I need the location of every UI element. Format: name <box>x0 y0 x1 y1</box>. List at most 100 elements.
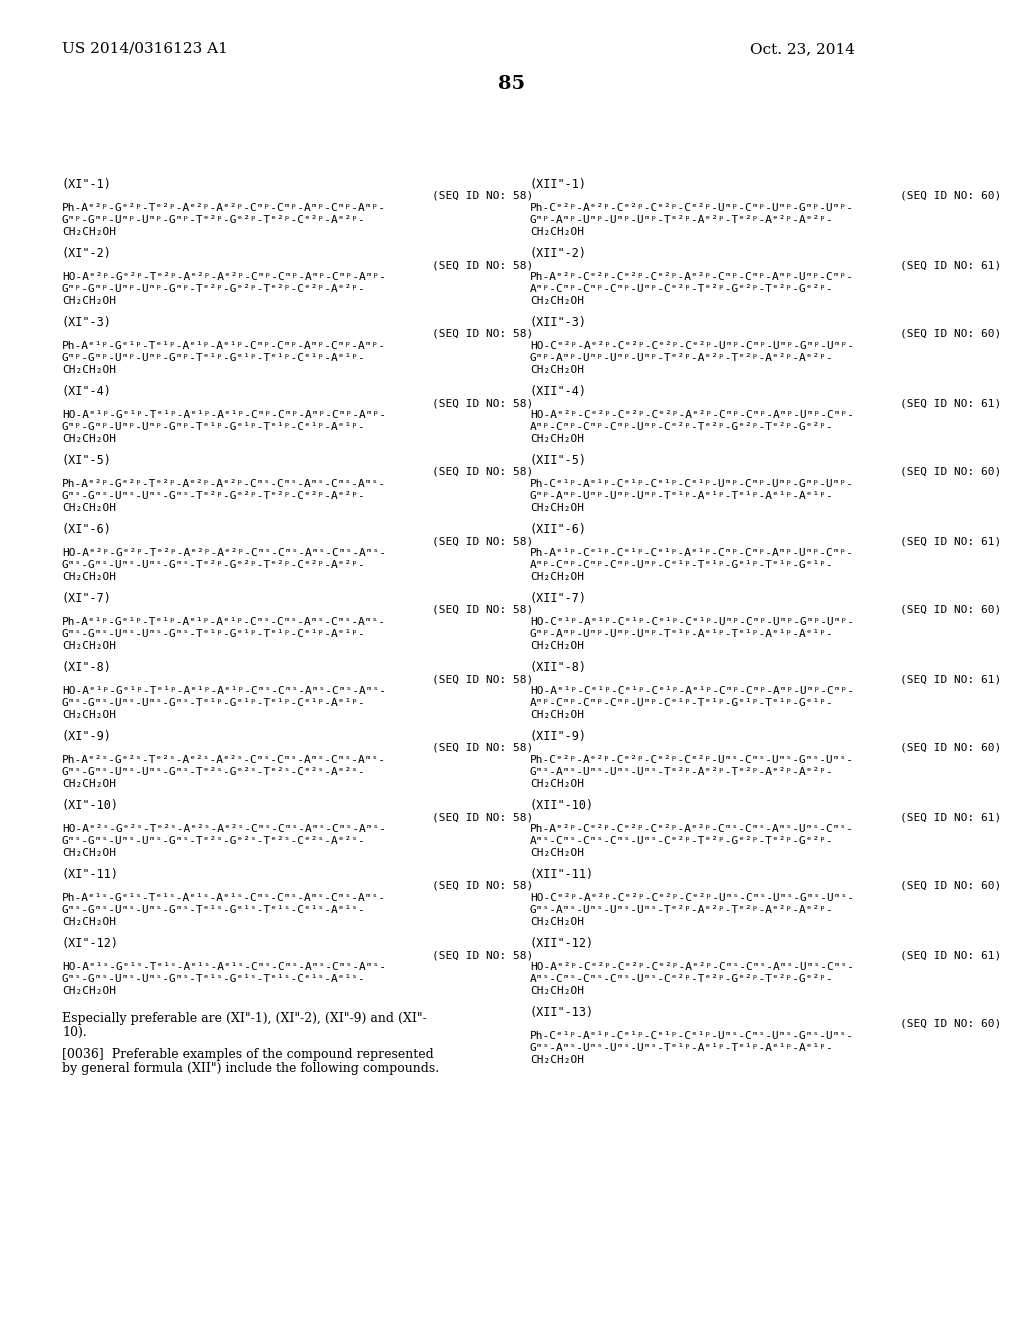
Text: Aᵐᵖ-Cᵐᵖ-Cᵐᵖ-Cᵐᵖ-Uᵐᵖ-Cᵉ²ᵖ-Tᵉ²ᵖ-Gᵉ²ᵖ-Tᵉ²ᵖ-Gᵉ²ᵖ-: Aᵐᵖ-Cᵐᵖ-Cᵐᵖ-Cᵐᵖ-Uᵐᵖ-Cᵉ²ᵖ-Tᵉ²ᵖ-Gᵉ²ᵖ-Tᵉ²ᵖ-… <box>530 284 834 294</box>
Text: Ph-Aᵉ¹ᵖ-Gᵉ¹ᵖ-Tᵉ¹ᵖ-Aᵉ¹ᵖ-Aᵉ¹ᵖ-Cᵐᵖ-Cᵐᵖ-Aᵐᵖ-Cᵐᵖ-Aᵐᵖ-: Ph-Aᵉ¹ᵖ-Gᵉ¹ᵖ-Tᵉ¹ᵖ-Aᵉ¹ᵖ-Aᵉ¹ᵖ-Cᵐᵖ-Cᵐᵖ-Aᵐᵖ-… <box>62 341 386 351</box>
Text: Ph-Cᵉ¹ᵖ-Aᵉ¹ᵖ-Cᵉ¹ᵖ-Cᵉ¹ᵖ-Cᵉ¹ᵖ-Uᵐᵖ-Cᵐᵖ-Uᵐᵖ-Gᵐᵖ-Uᵐᵖ-: Ph-Cᵉ¹ᵖ-Aᵉ¹ᵖ-Cᵉ¹ᵖ-Cᵉ¹ᵖ-Cᵉ¹ᵖ-Uᵐᵖ-Cᵐᵖ-Uᵐᵖ-… <box>530 479 854 488</box>
Text: (SEQ ID NO: 61): (SEQ ID NO: 61) <box>900 812 1001 822</box>
Text: (SEQ ID NO: 58): (SEQ ID NO: 58) <box>432 329 534 339</box>
Text: (XI"-2): (XI"-2) <box>62 247 112 260</box>
Text: CH₂CH₂OH: CH₂CH₂OH <box>62 642 116 651</box>
Text: (XI"-1): (XI"-1) <box>62 178 112 191</box>
Text: CH₂CH₂OH: CH₂CH₂OH <box>62 227 116 238</box>
Text: (SEQ ID NO: 60): (SEQ ID NO: 60) <box>900 880 1001 891</box>
Text: HO-Aᵉ¹ˢ-Gᵉ¹ˢ-Tᵉ¹ˢ-Aᵉ¹ˢ-Aᵉ¹ˢ-Cᵐˢ-Cᵐˢ-Aᵐˢ-Cᵐˢ-Aᵐˢ-: HO-Aᵉ¹ˢ-Gᵉ¹ˢ-Tᵉ¹ˢ-Aᵉ¹ˢ-Aᵉ¹ˢ-Cᵐˢ-Cᵐˢ-Aᵐˢ-… <box>62 962 386 972</box>
Text: (XI"-12): (XI"-12) <box>62 937 119 950</box>
Text: Ph-Cᵉ²ᵖ-Aᵉ²ᵖ-Cᵉ²ᵖ-Cᵉ²ᵖ-Cᵉ²ᵖ-Uᵐᵖ-Cᵐᵖ-Uᵐᵖ-Gᵐᵖ-Uᵐᵖ-: Ph-Cᵉ²ᵖ-Aᵉ²ᵖ-Cᵉ²ᵖ-Cᵉ²ᵖ-Cᵉ²ᵖ-Uᵐᵖ-Cᵐᵖ-Uᵐᵖ-… <box>530 203 854 213</box>
Text: US 2014/0316123 A1: US 2014/0316123 A1 <box>62 42 228 55</box>
Text: Ph-Aᵉ²ᵖ-Cᵉ²ᵖ-Cᵉ²ᵖ-Cᵉ²ᵖ-Aᵉ²ᵖ-Cᵐˢ-Cᵐˢ-Aᵐˢ-Uᵐˢ-Cᵐˢ-: Ph-Aᵉ²ᵖ-Cᵉ²ᵖ-Cᵉ²ᵖ-Cᵉ²ᵖ-Aᵉ²ᵖ-Cᵐˢ-Cᵐˢ-Aᵐˢ-… <box>530 824 854 834</box>
Text: CH₂CH₂OH: CH₂CH₂OH <box>530 1055 584 1065</box>
Text: [0036]  Preferable examples of the compound represented: [0036] Preferable examples of the compou… <box>62 1048 434 1061</box>
Text: (XI"-11): (XI"-11) <box>62 869 119 880</box>
Text: (SEQ ID NO: 58): (SEQ ID NO: 58) <box>432 675 534 684</box>
Text: HO-Cᵉ²ᵖ-Aᵉ²ᵖ-Cᵉ²ᵖ-Cᵉ²ᵖ-Cᵉ²ᵖ-Uᵐˢ-Cᵐˢ-Uᵐˢ-Gᵐˢ-Uᵐˢ-: HO-Cᵉ²ᵖ-Aᵉ²ᵖ-Cᵉ²ᵖ-Cᵉ²ᵖ-Cᵉ²ᵖ-Uᵐˢ-Cᵐˢ-Uᵐˢ-… <box>530 894 854 903</box>
Text: HO-Aᵉ²ᵖ-Gᵉ²ᵖ-Tᵉ²ᵖ-Aᵉ²ᵖ-Aᵉ²ᵖ-Cᵐᵖ-Cᵐᵖ-Aᵐᵖ-Cᵐᵖ-Aᵐᵖ-: HO-Aᵉ²ᵖ-Gᵉ²ᵖ-Tᵉ²ᵖ-Aᵉ²ᵖ-Aᵉ²ᵖ-Cᵐᵖ-Cᵐᵖ-Aᵐᵖ-… <box>62 272 386 282</box>
Text: CH₂CH₂OH: CH₂CH₂OH <box>62 917 116 927</box>
Text: (SEQ ID NO: 58): (SEQ ID NO: 58) <box>432 950 534 960</box>
Text: (XI"-5): (XI"-5) <box>62 454 112 467</box>
Text: CH₂CH₂OH: CH₂CH₂OH <box>530 779 584 789</box>
Text: CH₂CH₂OH: CH₂CH₂OH <box>530 434 584 444</box>
Text: CH₂CH₂OH: CH₂CH₂OH <box>530 366 584 375</box>
Text: Ph-Cᵉ¹ᵖ-Aᵉ¹ᵖ-Cᵉ¹ᵖ-Cᵉ¹ᵖ-Cᵉ¹ᵖ-Uᵐˢ-Cᵐˢ-Uᵐˢ-Gᵐˢ-Uᵐˢ-: Ph-Cᵉ¹ᵖ-Aᵉ¹ᵖ-Cᵉ¹ᵖ-Cᵉ¹ᵖ-Cᵉ¹ᵖ-Uᵐˢ-Cᵐˢ-Uᵐˢ-… <box>530 1031 854 1041</box>
Text: Gᵐᵖ-Gᵐᵖ-Uᵐᵖ-Uᵐᵖ-Gᵐᵖ-Tᵉ¹ᵖ-Gᵉ¹ᵖ-Tᵉ¹ᵖ-Cᵉ¹ᵖ-Aᵉ¹ᵖ-: Gᵐᵖ-Gᵐᵖ-Uᵐᵖ-Uᵐᵖ-Gᵐᵖ-Tᵉ¹ᵖ-Gᵉ¹ᵖ-Tᵉ¹ᵖ-Cᵉ¹ᵖ-… <box>62 422 366 432</box>
Text: CH₂CH₂OH: CH₂CH₂OH <box>530 572 584 582</box>
Text: Gᵐᵖ-Aᵐᵖ-Uᵐᵖ-Uᵐᵖ-Uᵐᵖ-Tᵉ²ᵖ-Aᵉ²ᵖ-Tᵉ²ᵖ-Aᵉ²ᵖ-Aᵉ²ᵖ-: Gᵐᵖ-Aᵐᵖ-Uᵐᵖ-Uᵐᵖ-Uᵐᵖ-Tᵉ²ᵖ-Aᵉ²ᵖ-Tᵉ²ᵖ-Aᵉ²ᵖ-… <box>530 352 834 363</box>
Text: CH₂CH₂OH: CH₂CH₂OH <box>530 917 584 927</box>
Text: (XII"-11): (XII"-11) <box>530 869 594 880</box>
Text: CH₂CH₂OH: CH₂CH₂OH <box>62 296 116 306</box>
Text: Ph-Aᵉ¹ᵖ-Gᵉ¹ᵖ-Tᵉ¹ᵖ-Aᵉ¹ᵖ-Aᵉ¹ᵖ-Cᵐˢ-Cᵐˢ-Aᵐˢ-Cᵐˢ-Aᵐˢ-: Ph-Aᵉ¹ᵖ-Gᵉ¹ᵖ-Tᵉ¹ᵖ-Aᵉ¹ᵖ-Aᵉ¹ᵖ-Cᵐˢ-Cᵐˢ-Aᵐˢ-… <box>62 616 386 627</box>
Text: (SEQ ID NO: 61): (SEQ ID NO: 61) <box>900 536 1001 546</box>
Text: CH₂CH₂OH: CH₂CH₂OH <box>62 710 116 719</box>
Text: CH₂CH₂OH: CH₂CH₂OH <box>530 986 584 997</box>
Text: HO-Aᵉ²ᵖ-Gᵉ²ᵖ-Tᵉ²ᵖ-Aᵉ²ᵖ-Aᵉ²ᵖ-Cᵐˢ-Cᵐˢ-Aᵐˢ-Cᵐˢ-Aᵐˢ-: HO-Aᵉ²ᵖ-Gᵉ²ᵖ-Tᵉ²ᵖ-Aᵉ²ᵖ-Aᵉ²ᵖ-Cᵐˢ-Cᵐˢ-Aᵐˢ-… <box>62 548 386 558</box>
Text: CH₂CH₂OH: CH₂CH₂OH <box>62 366 116 375</box>
Text: (XII"-1): (XII"-1) <box>530 178 587 191</box>
Text: Ph-Aᵉ²ᵖ-Cᵉ²ᵖ-Cᵉ²ᵖ-Cᵉ²ᵖ-Aᵉ²ᵖ-Cᵐᵖ-Cᵐᵖ-Aᵐᵖ-Uᵐᵖ-Cᵐᵖ-: Ph-Aᵉ²ᵖ-Cᵉ²ᵖ-Cᵉ²ᵖ-Cᵉ²ᵖ-Aᵉ²ᵖ-Cᵐᵖ-Cᵐᵖ-Aᵐᵖ-… <box>530 272 854 282</box>
Text: HO-Aᵉ²ˢ-Gᵉ²ˢ-Tᵉ²ˢ-Aᵉ²ˢ-Aᵉ²ˢ-Cᵐˢ-Cᵐˢ-Aᵐˢ-Cᵐˢ-Aᵐˢ-: HO-Aᵉ²ˢ-Gᵉ²ˢ-Tᵉ²ˢ-Aᵉ²ˢ-Aᵉ²ˢ-Cᵐˢ-Cᵐˢ-Aᵐˢ-… <box>62 824 386 834</box>
Text: Gᵐˢ-Gᵐˢ-Uᵐˢ-Uᵐˢ-Gᵐˢ-Tᵉ²ᵖ-Gᵉ²ᵖ-Tᵉ²ᵖ-Cᵉ²ᵖ-Aᵉ²ᵖ-: Gᵐˢ-Gᵐˢ-Uᵐˢ-Uᵐˢ-Gᵐˢ-Tᵉ²ᵖ-Gᵉ²ᵖ-Tᵉ²ᵖ-Cᵉ²ᵖ-… <box>62 491 366 502</box>
Text: (SEQ ID NO: 60): (SEQ ID NO: 60) <box>900 191 1001 201</box>
Text: Gᵐˢ-Gᵐˢ-Uᵐˢ-Uᵐˢ-Gᵐˢ-Tᵉ¹ᵖ-Gᵉ¹ᵖ-Tᵉ¹ᵖ-Cᵉ¹ᵖ-Aᵉ¹ᵖ-: Gᵐˢ-Gᵐˢ-Uᵐˢ-Uᵐˢ-Gᵐˢ-Tᵉ¹ᵖ-Gᵉ¹ᵖ-Tᵉ¹ᵖ-Cᵉ¹ᵖ-… <box>62 630 366 639</box>
Text: (XII"-10): (XII"-10) <box>530 799 594 812</box>
Text: (XII"-13): (XII"-13) <box>530 1006 594 1019</box>
Text: CH₂CH₂OH: CH₂CH₂OH <box>530 227 584 238</box>
Text: (SEQ ID NO: 60): (SEQ ID NO: 60) <box>900 329 1001 339</box>
Text: (XII"-5): (XII"-5) <box>530 454 587 467</box>
Text: CH₂CH₂OH: CH₂CH₂OH <box>62 847 116 858</box>
Text: Gᵐˢ-Aᵐˢ-Uᵐˢ-Uᵐˢ-Uᵐˢ-Tᵉ²ᵖ-Aᵉ²ᵖ-Tᵉ²ᵖ-Aᵉ²ᵖ-Aᵉ²ᵖ-: Gᵐˢ-Aᵐˢ-Uᵐˢ-Uᵐˢ-Uᵐˢ-Tᵉ²ᵖ-Aᵉ²ᵖ-Tᵉ²ᵖ-Aᵉ²ᵖ-… <box>530 906 834 915</box>
Text: Ph-Aᵉ²ᵖ-Gᵉ²ᵖ-Tᵉ²ᵖ-Aᵉ²ᵖ-Aᵉ²ᵖ-Cᵐˢ-Cᵐˢ-Aᵐˢ-Cᵐˢ-Aᵐˢ-: Ph-Aᵉ²ᵖ-Gᵉ²ᵖ-Tᵉ²ᵖ-Aᵉ²ᵖ-Aᵉ²ᵖ-Cᵐˢ-Cᵐˢ-Aᵐˢ-… <box>62 479 386 488</box>
Text: by general formula (XII") include the following compounds.: by general formula (XII") include the fo… <box>62 1063 439 1074</box>
Text: (SEQ ID NO: 58): (SEQ ID NO: 58) <box>432 605 534 615</box>
Text: Gᵐᵖ-Gᵐᵖ-Uᵐᵖ-Uᵐᵖ-Gᵐᵖ-Tᵉ²ᵖ-Gᵉ²ᵖ-Tᵉ²ᵖ-Cᵉ²ᵖ-Aᵉ²ᵖ-: Gᵐᵖ-Gᵐᵖ-Uᵐᵖ-Uᵐᵖ-Gᵐᵖ-Tᵉ²ᵖ-Gᵉ²ᵖ-Tᵉ²ᵖ-Cᵉ²ᵖ-… <box>62 215 366 224</box>
Text: (SEQ ID NO: 61): (SEQ ID NO: 61) <box>900 260 1001 271</box>
Text: Aᵐᵖ-Cᵐᵖ-Cᵐᵖ-Cᵐᵖ-Uᵐᵖ-Cᵉ¹ᵖ-Tᵉ¹ᵖ-Gᵉ¹ᵖ-Tᵉ¹ᵖ-Gᵉ¹ᵖ-: Aᵐᵖ-Cᵐᵖ-Cᵐᵖ-Cᵐᵖ-Uᵐᵖ-Cᵉ¹ᵖ-Tᵉ¹ᵖ-Gᵉ¹ᵖ-Tᵉ¹ᵖ-… <box>530 698 834 708</box>
Text: CH₂CH₂OH: CH₂CH₂OH <box>62 986 116 997</box>
Text: Gᵐˢ-Gᵐˢ-Uᵐˢ-Uᵐˢ-Gᵐˢ-Tᵉ²ˢ-Gᵉ²ˢ-Tᵉ²ˢ-Cᵉ²ˢ-Aᵉ²ˢ-: Gᵐˢ-Gᵐˢ-Uᵐˢ-Uᵐˢ-Gᵐˢ-Tᵉ²ˢ-Gᵉ²ˢ-Tᵉ²ˢ-Cᵉ²ˢ-… <box>62 767 366 777</box>
Text: Aᵐˢ-Cᵐˢ-Cᵐˢ-Cᵐˢ-Uᵐˢ-Cᵉ²ᵖ-Tᵉ²ᵖ-Gᵉ²ᵖ-Tᵉ²ᵖ-Gᵉ²ᵖ-: Aᵐˢ-Cᵐˢ-Cᵐˢ-Cᵐˢ-Uᵐˢ-Cᵉ²ᵖ-Tᵉ²ᵖ-Gᵉ²ᵖ-Tᵉ²ᵖ-… <box>530 836 834 846</box>
Text: (SEQ ID NO: 60): (SEQ ID NO: 60) <box>900 743 1001 752</box>
Text: (XI"-10): (XI"-10) <box>62 799 119 812</box>
Text: 85: 85 <box>499 75 525 92</box>
Text: (XI"-7): (XI"-7) <box>62 591 112 605</box>
Text: Ph-Aᵉ²ˢ-Gᵉ²ˢ-Tᵉ²ˢ-Aᵉ²ˢ-Aᵉ²ˢ-Cᵐˢ-Cᵐˢ-Aᵐˢ-Cᵐˢ-Aᵐˢ-: Ph-Aᵉ²ˢ-Gᵉ²ˢ-Tᵉ²ˢ-Aᵉ²ˢ-Aᵉ²ˢ-Cᵐˢ-Cᵐˢ-Aᵐˢ-… <box>62 755 386 766</box>
Text: (XI"-3): (XI"-3) <box>62 315 112 329</box>
Text: (SEQ ID NO: 61): (SEQ ID NO: 61) <box>900 399 1001 408</box>
Text: (XII"-2): (XII"-2) <box>530 247 587 260</box>
Text: Gᵐᵖ-Aᵐᵖ-Uᵐᵖ-Uᵐᵖ-Uᵐᵖ-Tᵉ¹ᵖ-Aᵉ¹ᵖ-Tᵉ¹ᵖ-Aᵉ¹ᵖ-Aᵉ¹ᵖ-: Gᵐᵖ-Aᵐᵖ-Uᵐᵖ-Uᵐᵖ-Uᵐᵖ-Tᵉ¹ᵖ-Aᵉ¹ᵖ-Tᵉ¹ᵖ-Aᵉ¹ᵖ-… <box>530 491 834 502</box>
Text: Gᵐᵖ-Aᵐᵖ-Uᵐᵖ-Uᵐᵖ-Uᵐᵖ-Tᵉ¹ᵖ-Aᵉ¹ᵖ-Tᵉ¹ᵖ-Aᵉ¹ᵖ-Aᵉ¹ᵖ-: Gᵐᵖ-Aᵐᵖ-Uᵐᵖ-Uᵐᵖ-Uᵐᵖ-Tᵉ¹ᵖ-Aᵉ¹ᵖ-Tᵉ¹ᵖ-Aᵉ¹ᵖ-… <box>530 630 834 639</box>
Text: Gᵐˢ-Gᵐˢ-Uᵐˢ-Uᵐˢ-Gᵐˢ-Tᵉ¹ᵖ-Gᵉ¹ᵖ-Tᵉ¹ᵖ-Cᵉ¹ᵖ-Aᵉ¹ᵖ-: Gᵐˢ-Gᵐˢ-Uᵐˢ-Uᵐˢ-Gᵐˢ-Tᵉ¹ᵖ-Gᵉ¹ᵖ-Tᵉ¹ᵖ-Cᵉ¹ᵖ-… <box>62 698 366 708</box>
Text: (XII"-12): (XII"-12) <box>530 937 594 950</box>
Text: (SEQ ID NO: 60): (SEQ ID NO: 60) <box>900 467 1001 477</box>
Text: (XI"-9): (XI"-9) <box>62 730 112 743</box>
Text: HO-Aᵉ²ᵖ-Cᵉ²ᵖ-Cᵉ²ᵖ-Cᵉ²ᵖ-Aᵉ²ᵖ-Cᵐˢ-Cᵐˢ-Aᵐˢ-Uᵐˢ-Cᵐˢ-: HO-Aᵉ²ᵖ-Cᵉ²ᵖ-Cᵉ²ᵖ-Cᵉ²ᵖ-Aᵉ²ᵖ-Cᵐˢ-Cᵐˢ-Aᵐˢ-… <box>530 962 854 972</box>
Text: (XI"-6): (XI"-6) <box>62 523 112 536</box>
Text: CH₂CH₂OH: CH₂CH₂OH <box>530 296 584 306</box>
Text: CH₂CH₂OH: CH₂CH₂OH <box>62 503 116 513</box>
Text: CH₂CH₂OH: CH₂CH₂OH <box>530 642 584 651</box>
Text: Aᵐᵖ-Cᵐᵖ-Cᵐᵖ-Cᵐᵖ-Uᵐᵖ-Cᵉ²ᵖ-Tᵉ²ᵖ-Gᵉ²ᵖ-Tᵉ²ᵖ-Gᵉ²ᵖ-: Aᵐᵖ-Cᵐᵖ-Cᵐᵖ-Cᵐᵖ-Uᵐᵖ-Cᵉ²ᵖ-Tᵉ²ᵖ-Gᵉ²ᵖ-Tᵉ²ᵖ-… <box>530 422 834 432</box>
Text: CH₂CH₂OH: CH₂CH₂OH <box>530 710 584 719</box>
Text: (SEQ ID NO: 58): (SEQ ID NO: 58) <box>432 191 534 201</box>
Text: (XII"-9): (XII"-9) <box>530 730 587 743</box>
Text: (SEQ ID NO: 60): (SEQ ID NO: 60) <box>900 605 1001 615</box>
Text: HO-Cᵉ¹ᵖ-Aᵉ¹ᵖ-Cᵉ¹ᵖ-Cᵉ¹ᵖ-Cᵉ¹ᵖ-Uᵐᵖ-Cᵐᵖ-Uᵐᵖ-Gᵐᵖ-Uᵐᵖ-: HO-Cᵉ¹ᵖ-Aᵉ¹ᵖ-Cᵉ¹ᵖ-Cᵉ¹ᵖ-Cᵉ¹ᵖ-Uᵐᵖ-Cᵐᵖ-Uᵐᵖ-… <box>530 616 854 627</box>
Text: CH₂CH₂OH: CH₂CH₂OH <box>62 434 116 444</box>
Text: (SEQ ID NO: 58): (SEQ ID NO: 58) <box>432 467 534 477</box>
Text: Ph-Cᵉ²ᵖ-Aᵉ²ᵖ-Cᵉ²ᵖ-Cᵉ²ᵖ-Cᵉ²ᵖ-Uᵐˢ-Cᵐˢ-Uᵐˢ-Gᵐˢ-Uᵐˢ-: Ph-Cᵉ²ᵖ-Aᵉ²ᵖ-Cᵉ²ᵖ-Cᵉ²ᵖ-Cᵉ²ᵖ-Uᵐˢ-Cᵐˢ-Uᵐˢ-… <box>530 755 854 766</box>
Text: (SEQ ID NO: 61): (SEQ ID NO: 61) <box>900 675 1001 684</box>
Text: Gᵐˢ-Gᵐˢ-Uᵐˢ-Uᵐˢ-Gᵐˢ-Tᵉ¹ˢ-Gᵉ¹ˢ-Tᵉ¹ˢ-Cᵉ¹ˢ-Aᵉ¹ˢ-: Gᵐˢ-Gᵐˢ-Uᵐˢ-Uᵐˢ-Gᵐˢ-Tᵉ¹ˢ-Gᵉ¹ˢ-Tᵉ¹ˢ-Cᵉ¹ˢ-… <box>62 906 366 915</box>
Text: (SEQ ID NO: 58): (SEQ ID NO: 58) <box>432 260 534 271</box>
Text: Aᵐˢ-Cᵐˢ-Cᵐˢ-Cᵐˢ-Uᵐˢ-Cᵉ²ᵖ-Tᵉ²ᵖ-Gᵉ²ᵖ-Tᵉ²ᵖ-Gᵉ²ᵖ-: Aᵐˢ-Cᵐˢ-Cᵐˢ-Cᵐˢ-Uᵐˢ-Cᵉ²ᵖ-Tᵉ²ᵖ-Gᵉ²ᵖ-Tᵉ²ᵖ-… <box>530 974 834 983</box>
Text: (XI"-8): (XI"-8) <box>62 661 112 675</box>
Text: HO-Aᵉ¹ᵖ-Gᵉ¹ᵖ-Tᵉ¹ᵖ-Aᵉ¹ᵖ-Aᵉ¹ᵖ-Cᵐˢ-Cᵐˢ-Aᵐˢ-Cᵐˢ-Aᵐˢ-: HO-Aᵉ¹ᵖ-Gᵉ¹ᵖ-Tᵉ¹ᵖ-Aᵉ¹ᵖ-Aᵉ¹ᵖ-Cᵐˢ-Cᵐˢ-Aᵐˢ-… <box>62 686 386 696</box>
Text: Ph-Aᵉ²ᵖ-Gᵉ²ᵖ-Tᵉ²ᵖ-Aᵉ²ᵖ-Aᵉ²ᵖ-Cᵐᵖ-Cᵐᵖ-Aᵐᵖ-Cᵐᵖ-Aᵐᵖ-: Ph-Aᵉ²ᵖ-Gᵉ²ᵖ-Tᵉ²ᵖ-Aᵉ²ᵖ-Aᵉ²ᵖ-Cᵐᵖ-Cᵐᵖ-Aᵐᵖ-… <box>62 203 386 213</box>
Text: (XII"-8): (XII"-8) <box>530 661 587 675</box>
Text: Gᵐˢ-Gᵐˢ-Uᵐˢ-Uᵐˢ-Gᵐˢ-Tᵉ¹ˢ-Gᵉ¹ˢ-Tᵉ¹ˢ-Cᵉ¹ˢ-Aᵉ¹ˢ-: Gᵐˢ-Gᵐˢ-Uᵐˢ-Uᵐˢ-Gᵐˢ-Tᵉ¹ˢ-Gᵉ¹ˢ-Tᵉ¹ˢ-Cᵉ¹ˢ-… <box>62 974 366 983</box>
Text: (XI"-4): (XI"-4) <box>62 385 112 399</box>
